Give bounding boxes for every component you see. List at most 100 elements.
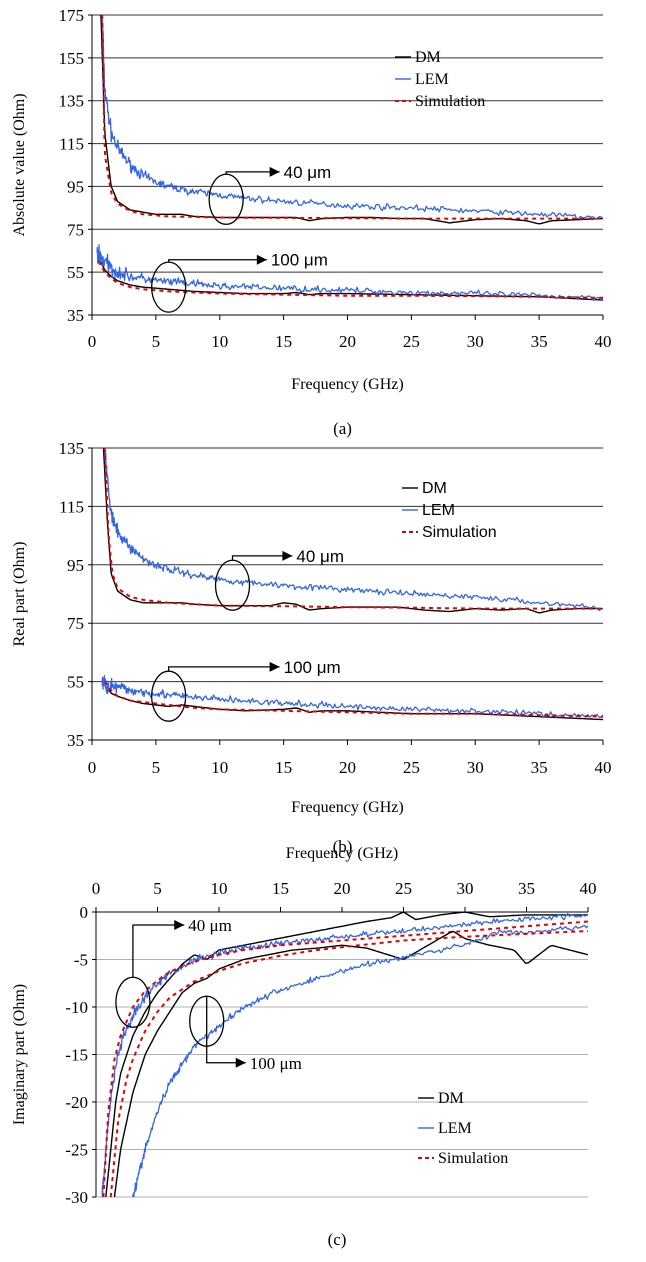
- annotation-arrow: [206, 996, 246, 1064]
- x-tick-label: 40: [595, 758, 612, 777]
- series-line-dm-100m: [104, 684, 603, 721]
- panel-caption: (b): [333, 837, 353, 856]
- legend-label-dm: DM: [422, 480, 447, 497]
- series-line-lem-40m: [101, 912, 588, 1197]
- annotation-label: 100 μm: [250, 1054, 302, 1073]
- x-tick-label: 30: [467, 758, 484, 777]
- x-tick-label: 20: [334, 879, 351, 898]
- x-tick-label: 30: [457, 879, 474, 898]
- series-line-simulation-40m: [103, 448, 603, 610]
- x-axis-label: Frequency (GHz): [291, 376, 403, 393]
- x-tick-label: 35: [531, 758, 548, 777]
- annotation-arrow: [167, 259, 267, 263]
- annotation-arrow: [231, 555, 293, 561]
- y-tick-label: 95: [67, 556, 84, 575]
- legend-label-lem: LEM: [415, 71, 449, 88]
- y-tick-label: -25: [65, 1141, 88, 1160]
- series-line-dm-40m: [102, 448, 603, 614]
- annotation-arrowhead: [256, 254, 267, 265]
- plot-area: [96, 15, 603, 302]
- legend-label-simulation: Simulation: [422, 524, 497, 541]
- x-tick-label: 15: [275, 758, 292, 777]
- y-tick-label: 35: [67, 306, 84, 325]
- x-tick-label: 0: [88, 758, 97, 777]
- annotation-arrowhead: [174, 920, 185, 930]
- series-line-simulation-100m: [97, 260, 603, 299]
- annotation-arrow: [167, 666, 280, 672]
- x-tick-label: 10: [211, 879, 228, 898]
- annotation-arrow: [132, 924, 185, 978]
- x-tick-label: 10: [211, 758, 228, 777]
- series-line-simulation-40m: [102, 920, 588, 1197]
- y-tick-label: 115: [59, 135, 84, 154]
- x-tick-label: 0: [88, 332, 97, 351]
- legend-label-lem: LEM: [438, 1120, 472, 1137]
- x-tick-label: 5: [152, 758, 161, 777]
- y-tick-label: -30: [65, 1188, 88, 1207]
- x-tick-label: 5: [152, 332, 161, 351]
- series-line-simulation-100m: [109, 930, 588, 1197]
- x-tick-label: 35: [531, 332, 548, 351]
- legend-label-lem: LEM: [422, 502, 455, 519]
- series-line-lem-100m: [96, 244, 603, 302]
- legend: DM LEM Simulation: [402, 480, 497, 541]
- y-tick-label: 0: [80, 903, 89, 922]
- series-line-dm-40m: [100, 15, 603, 225]
- annotation-ellipse: [208, 173, 244, 225]
- legend-label-dm: DM: [415, 49, 441, 66]
- x-tick-label: 40: [580, 879, 597, 898]
- series-line-lem-100m: [132, 924, 588, 1197]
- annotation-label: 40 μm: [188, 916, 232, 935]
- series-line-simulation-40m: [101, 15, 603, 220]
- annotation-arrowhead: [282, 550, 293, 561]
- y-axis-label: Real part (Ohm): [11, 542, 28, 647]
- x-tick-label: 10: [211, 332, 228, 351]
- x-tick-label: 20: [339, 332, 356, 351]
- y-tick-label: 175: [59, 6, 85, 25]
- y-tick-label: 75: [67, 614, 84, 633]
- y-tick-label: -20: [65, 1093, 88, 1112]
- y-tick-label: 35: [67, 731, 84, 750]
- x-tick-label: 25: [395, 879, 412, 898]
- x-tick-label: 0: [92, 879, 101, 898]
- panel-caption: (a): [333, 419, 352, 438]
- x-tick-label: 15: [275, 332, 292, 351]
- y-tick-label: 115: [59, 497, 84, 516]
- annotation-label: 100 μm: [271, 251, 328, 270]
- x-axis-label: Frequency (GHz): [286, 845, 398, 862]
- y-tick-label: 55: [67, 673, 84, 692]
- y-axis-label: Imaginary part (Ohm): [11, 984, 28, 1125]
- panel-caption: (c): [328, 1230, 347, 1249]
- legend-label-simulation: Simulation: [415, 93, 485, 110]
- series-line-dm-100m: [113, 930, 588, 1197]
- y-tick-label: -10: [65, 998, 88, 1017]
- x-tick-label: 20: [339, 758, 356, 777]
- series-line-lem-40m: [101, 15, 603, 220]
- plot-area: [101, 448, 603, 721]
- annotation-arrow: [225, 171, 280, 175]
- y-tick-label: 155: [59, 49, 85, 68]
- legend: DM LEM Simulation: [395, 49, 485, 110]
- series-line-lem-40m: [104, 449, 603, 611]
- y-tick-label: -5: [74, 951, 88, 970]
- annotation-arrowhead: [269, 661, 280, 672]
- y-tick-label: 55: [67, 263, 84, 282]
- x-tick-label: 40: [595, 332, 612, 351]
- x-tick-label: 25: [403, 332, 420, 351]
- x-tick-label: 35: [518, 879, 535, 898]
- y-tick-label: -15: [65, 1046, 88, 1065]
- series-line-simulation-100m: [103, 680, 603, 718]
- x-tick-label: 5: [153, 879, 162, 898]
- annotation-label: 100 μm: [284, 658, 341, 677]
- legend: DM LEM Simulation: [418, 1090, 508, 1167]
- y-tick-label: 135: [59, 439, 85, 458]
- x-tick-label: 30: [467, 332, 484, 351]
- annotation-ellipse: [214, 559, 251, 611]
- series-line-dm-40m: [105, 912, 588, 1197]
- annotation-arrowhead: [235, 1057, 246, 1068]
- x-axis-label: Frequency (GHz): [291, 799, 403, 816]
- chart-panel-c: 0 -5 -10 -15 -20 -25 -30 0 5 10 15 20 25 30 35 40 Freque…: [11, 845, 597, 1249]
- chart-panel-a: 35 55 75 95 115 135 155 175 0 5 10 15 20 25 30 35 40 Freq…: [11, 6, 612, 438]
- y-tick-label: 135: [59, 92, 85, 111]
